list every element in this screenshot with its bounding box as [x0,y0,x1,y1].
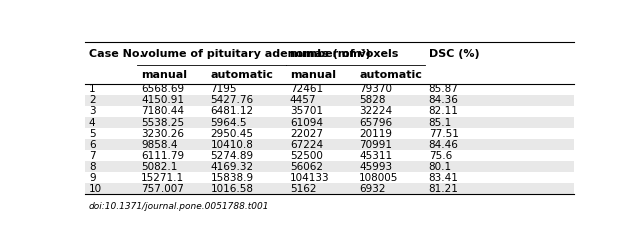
Text: 20119: 20119 [359,129,392,139]
Bar [85,172,573,183]
Text: 6568.69: 6568.69 [141,84,184,94]
Text: 7180.44: 7180.44 [141,107,184,116]
Text: 9858.4: 9858.4 [141,140,177,150]
Text: 45311: 45311 [359,151,392,161]
Text: 15838.9: 15838.9 [211,173,253,183]
Text: 72461: 72461 [290,84,323,94]
Bar [85,95,573,106]
Text: 77.51: 77.51 [429,129,459,139]
Text: number of voxels: number of voxels [290,49,398,59]
Text: 3: 3 [89,107,95,116]
Text: 7195: 7195 [211,84,237,94]
Text: 5538.25: 5538.25 [141,118,184,128]
Text: 52500: 52500 [290,151,323,161]
Text: 15271.1: 15271.1 [141,173,184,183]
Bar [85,65,573,84]
Text: 9: 9 [89,173,95,183]
Text: 75.6: 75.6 [429,151,452,161]
Bar [85,84,573,95]
Text: 35701: 35701 [290,107,323,116]
Text: 84.36: 84.36 [429,95,459,105]
Text: Case No.: Case No. [89,49,143,59]
Text: 757.007: 757.007 [141,184,184,194]
Text: 85.87: 85.87 [429,84,459,94]
Text: DSC (%): DSC (%) [429,49,479,59]
Text: 70991: 70991 [359,140,392,150]
Text: 6481.12: 6481.12 [211,107,253,116]
Text: manual: manual [141,70,187,80]
Text: 6932: 6932 [359,184,386,194]
Text: 5: 5 [89,129,95,139]
Text: 3230.26: 3230.26 [141,129,184,139]
Text: 79370: 79370 [359,84,392,94]
Text: 1016.58: 1016.58 [211,184,253,194]
Text: 61094: 61094 [290,118,323,128]
Text: 80.1: 80.1 [429,162,452,172]
Bar [85,150,573,161]
Text: 4: 4 [89,118,95,128]
Text: 32224: 32224 [359,107,392,116]
Text: doi:10.1371/journal.pone.0051788.t001: doi:10.1371/journal.pone.0051788.t001 [89,202,269,211]
Text: 108005: 108005 [359,173,399,183]
Text: 5964.5: 5964.5 [211,118,247,128]
Text: 45993: 45993 [359,162,392,172]
Bar [85,42,573,65]
Bar [85,106,573,117]
Bar [85,161,573,172]
Text: manual: manual [290,70,336,80]
Text: 104133: 104133 [290,173,330,183]
Text: 81.21: 81.21 [429,184,459,194]
Text: 67224: 67224 [290,140,323,150]
Text: 22027: 22027 [290,129,323,139]
Text: 5427.76: 5427.76 [211,95,253,105]
Bar [85,139,573,150]
Text: 4169.32: 4169.32 [211,162,253,172]
Text: 5162: 5162 [290,184,316,194]
Text: 83.41: 83.41 [429,173,459,183]
Text: 82.11: 82.11 [429,107,459,116]
Bar [85,128,573,139]
Text: 1: 1 [89,84,95,94]
Text: 8: 8 [89,162,95,172]
Text: 84.46: 84.46 [429,140,459,150]
Bar [85,183,573,194]
Text: volume of pituitary adenomas (mm³): volume of pituitary adenomas (mm³) [141,49,371,59]
Text: 7: 7 [89,151,95,161]
Text: 85.1: 85.1 [429,118,452,128]
Text: 6111.79: 6111.79 [141,151,184,161]
Text: 4150.91: 4150.91 [141,95,184,105]
Text: 2: 2 [89,95,95,105]
Text: 4457: 4457 [290,95,316,105]
Text: 5274.89: 5274.89 [211,151,253,161]
Text: automatic: automatic [359,70,422,80]
Bar [85,117,573,128]
Text: 5828: 5828 [359,95,386,105]
Text: 2950.45: 2950.45 [211,129,253,139]
Text: 10: 10 [89,184,102,194]
Text: 56062: 56062 [290,162,323,172]
Text: automatic: automatic [211,70,273,80]
Text: 5082.1: 5082.1 [141,162,177,172]
Text: 6: 6 [89,140,95,150]
Text: 65796: 65796 [359,118,392,128]
Text: 10410.8: 10410.8 [211,140,253,150]
